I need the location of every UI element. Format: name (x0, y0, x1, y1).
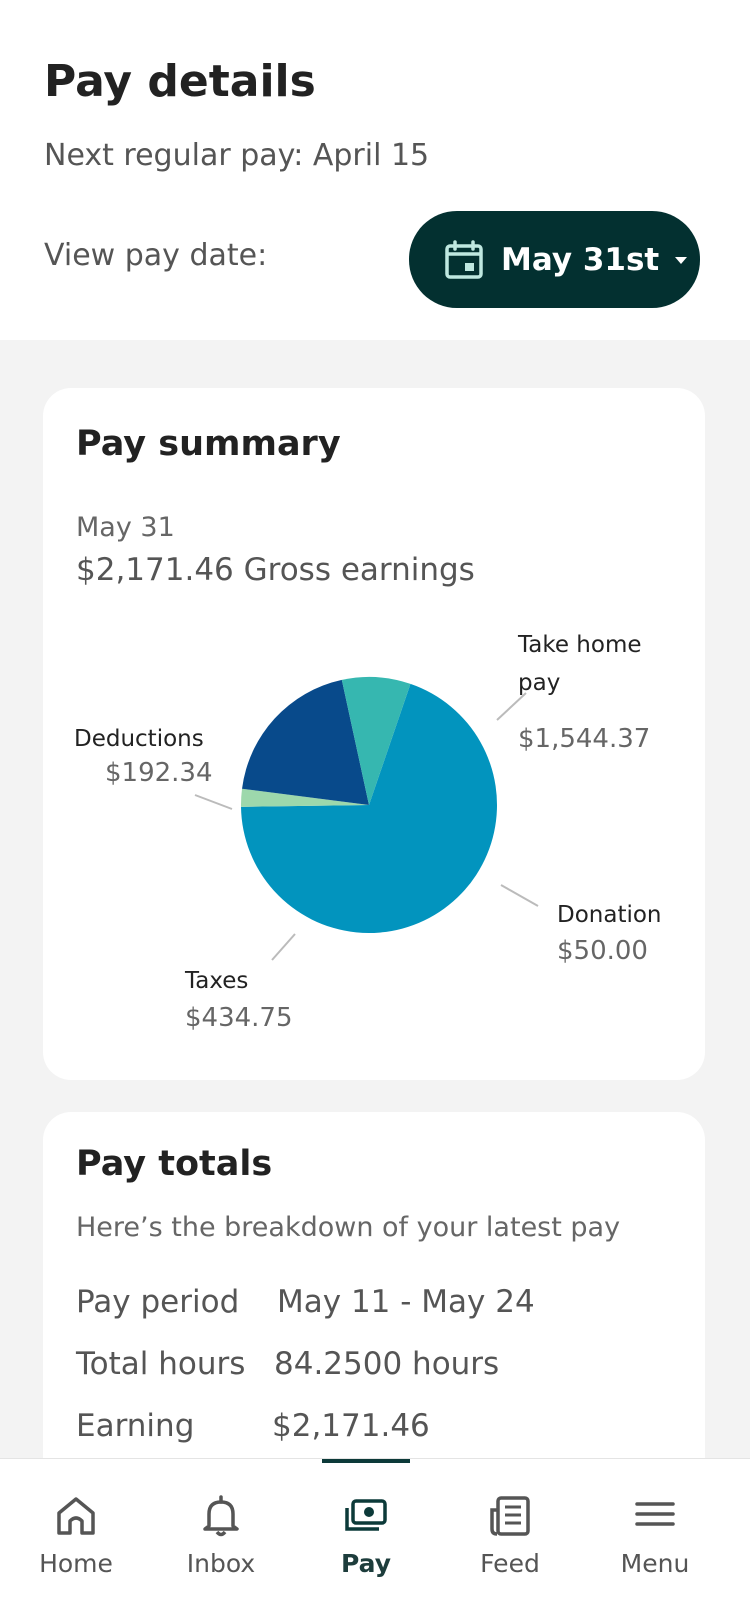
page-header: Pay details Next regular pay: April 15 V… (0, 0, 750, 340)
deductions-value: $192.34 (105, 758, 213, 788)
nav-feed-label: Feed (480, 1549, 540, 1578)
bottom-navigation: Home Inbox Pay Feed (0, 1458, 750, 1624)
summary-date: May 31 (76, 512, 175, 543)
nav-feed[interactable]: Feed (435, 1459, 585, 1609)
pay-date-dropdown-button[interactable]: May 31st (409, 211, 700, 308)
deductions-label: Deductions (74, 726, 204, 752)
nav-home-label: Home (39, 1549, 113, 1578)
nav-pay[interactable]: Pay (291, 1459, 441, 1609)
total-hours-value: 84.2500 hours (274, 1346, 500, 1382)
next-pay-text: Next regular pay: April 15 (44, 138, 430, 173)
taxes-slice (242, 679, 369, 805)
deductions-slice (341, 677, 411, 805)
taxes-label: Taxes (185, 968, 249, 994)
donation-value: $50.00 (557, 936, 648, 966)
home-icon (57, 1497, 95, 1535)
active-tab-indicator (322, 1459, 410, 1463)
nav-pay-label: Pay (340, 1549, 392, 1578)
pay-pie-chart (194, 677, 539, 961)
pay-totals-subtitle: Here’s the breakdown of your latest pay (76, 1212, 621, 1243)
earning-label: Earning (76, 1408, 195, 1444)
take-home-label: Take home pay (518, 632, 642, 696)
nav-home[interactable]: Home (1, 1459, 151, 1609)
nav-inbox-label: Inbox (186, 1549, 256, 1578)
donation-slice (241, 788, 369, 807)
calendar-icon (445, 239, 483, 279)
donation-label: Donation (557, 902, 662, 928)
taxes-value: $434.75 (185, 1003, 293, 1033)
pay-date-value: May 31st (501, 241, 660, 278)
pay-period-label: Pay period (76, 1284, 240, 1320)
money-icon (345, 1499, 387, 1531)
pay-period-value: May 11 - May 24 (277, 1284, 535, 1320)
pay-summary-card: Pay summary May 31 $2,171.46 Gross earni… (43, 388, 705, 1080)
nav-menu[interactable]: Menu (580, 1459, 730, 1609)
take-home-value: $1,544.37 (518, 724, 651, 754)
feed-icon (490, 1496, 530, 1536)
take-home-slice (241, 683, 497, 933)
nav-inbox[interactable]: Inbox (146, 1459, 296, 1609)
total-hours-label: Total hours (76, 1346, 246, 1382)
pay-summary-title: Pay summary (76, 424, 341, 464)
gross-earnings: $2,171.46 Gross earnings (76, 552, 475, 588)
caret-down-icon (675, 256, 688, 264)
earning-value: $2,171.46 (272, 1408, 430, 1444)
nav-menu-label: Menu (620, 1549, 690, 1578)
page-title: Pay details (44, 56, 316, 107)
menu-icon (635, 1502, 675, 1526)
bell-icon (203, 1495, 239, 1537)
view-pay-date-label: View pay date: (44, 238, 268, 273)
pay-totals-title: Pay totals (76, 1144, 273, 1184)
